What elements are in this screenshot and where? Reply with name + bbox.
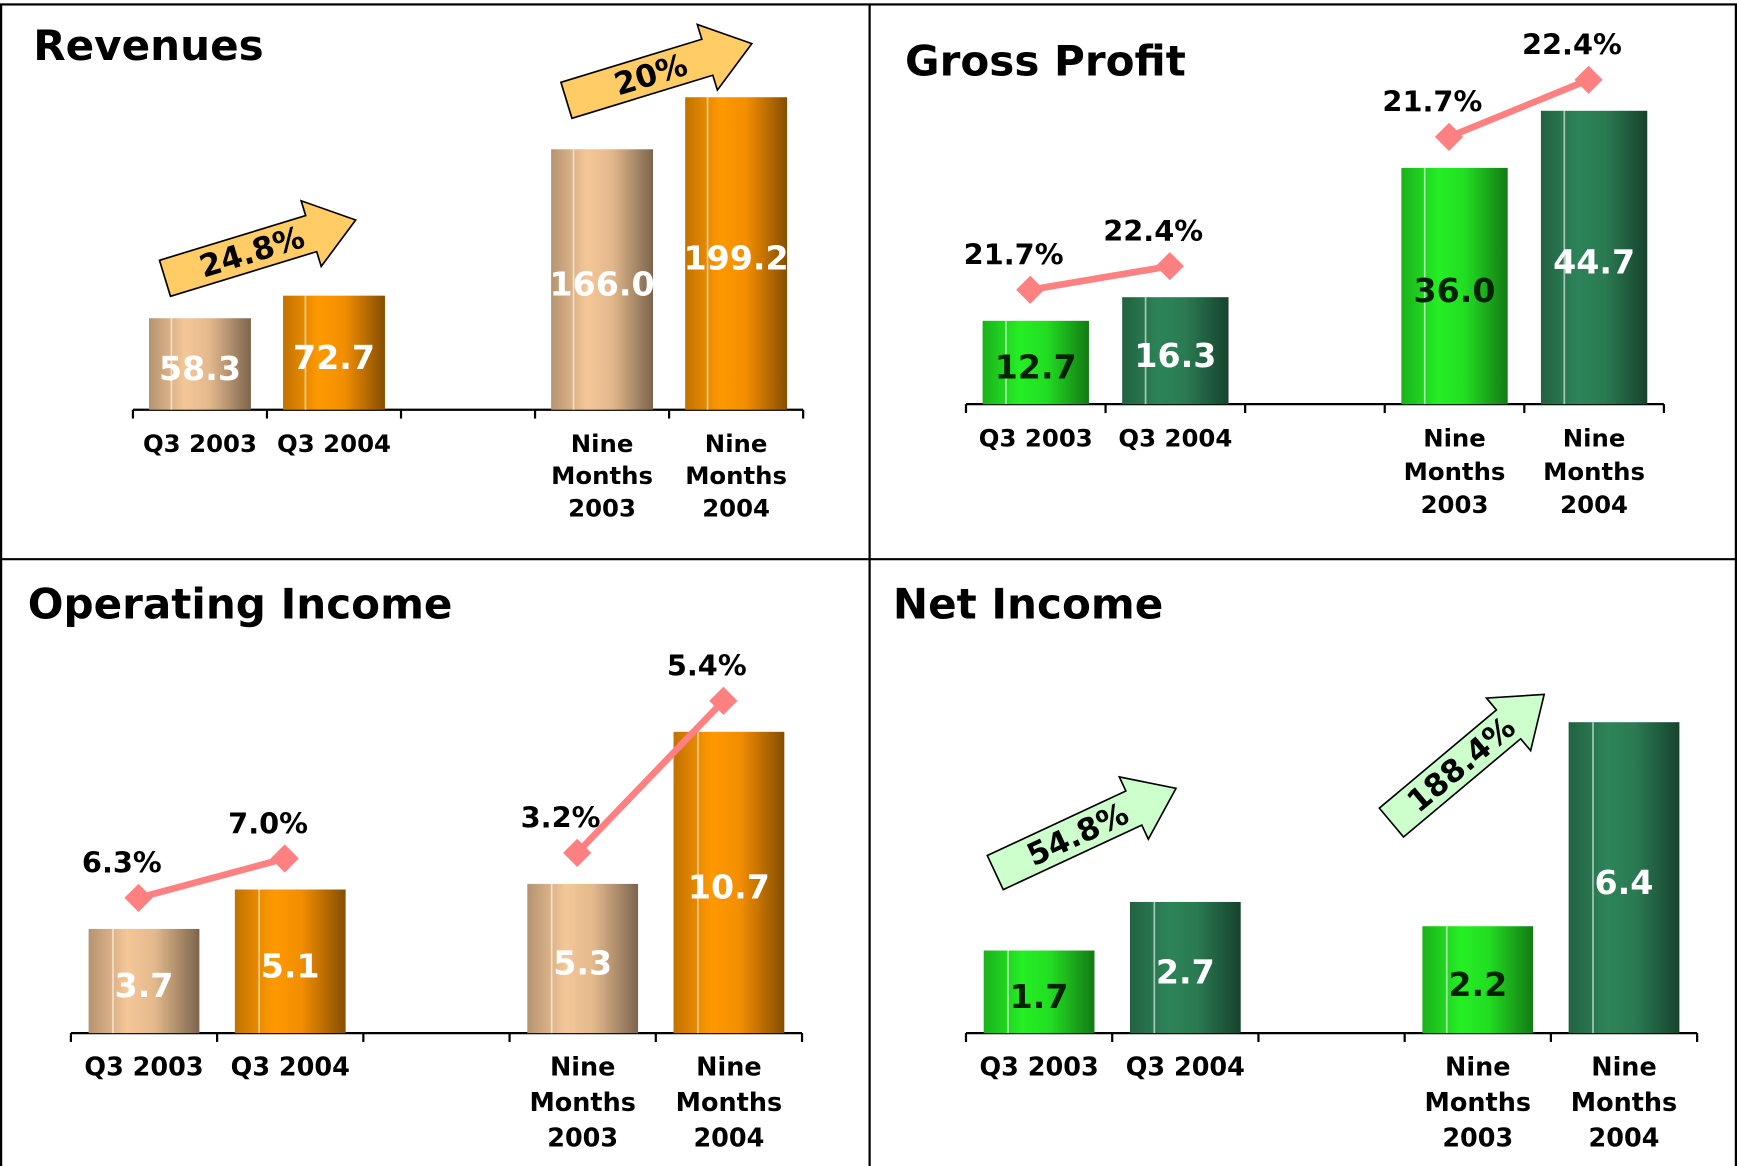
x-tick-label: Nine Months 2004 [1543,424,1645,519]
margin-marker [709,686,738,715]
x-tick-label: Nine Months 2004 [676,1053,782,1154]
margin-label: 22.4% [1522,28,1622,62]
chart-title: Net Income [893,579,1163,628]
margin-marker [1574,65,1603,94]
data-label: 44.7 [1553,243,1635,282]
x-tick-label: Q3 2004 [1118,424,1232,453]
data-label: 10.7 [688,868,770,907]
bar [1540,110,1648,405]
data-label: 6.4 [1595,863,1654,902]
margin-label: 3.2% [521,801,601,835]
data-label: 199.2 [684,239,789,278]
growth-arrow: 54.8% [986,775,1178,891]
margin-marker [1155,252,1184,281]
margin-label: 21.7% [964,238,1064,272]
data-label: 12.7 [995,348,1077,387]
growth-label: 24.8% [195,219,308,285]
data-label: 5.3 [553,944,612,983]
chart-title: Gross Profit [905,37,1186,86]
arrow-shape [158,199,358,298]
bar [527,883,639,1034]
margin-line [1029,262,1171,294]
data-label: 166.0 [550,265,655,304]
bar [982,320,1089,405]
margin-marker [1434,122,1464,151]
arrow-shape [986,775,1178,891]
margin-label: 7.0% [228,806,308,840]
data-label: 58.3 [159,349,241,388]
x-tick-label: Nine Months 2003 [1404,424,1506,519]
data-label: 36.0 [1414,271,1496,310]
margin-label: 5.4% [667,649,747,683]
x-tick-label: Q3 2003 [143,429,257,458]
data-label: 2.7 [1156,953,1215,992]
bar [1122,297,1229,405]
x-tick-label: Nine Months 2004 [685,429,787,522]
bar [234,889,346,1034]
data-label: 72.7 [293,338,375,377]
margin-marker [124,883,153,913]
margin-label: 21.7% [1382,85,1482,119]
bar [148,318,251,410]
growth-arrow: 24.8% [158,199,358,298]
bar [983,950,1095,1034]
x-tick-label: Q3 2003 [84,1053,203,1083]
bar [673,731,785,1034]
margin-marker [270,844,299,873]
x-tick-label: Nine Months 2003 [529,1053,635,1154]
bar [283,295,385,410]
margin-label: 22.4% [1103,214,1203,248]
margin-line [137,855,286,902]
bar [1568,722,1680,1034]
bar [551,149,654,410]
chart-title: Operating Income [28,579,453,628]
data-label: 2.2 [1448,965,1507,1004]
x-tick-label: Q3 2004 [231,1053,350,1083]
x-tick-label: Q3 2003 [979,424,1093,453]
margin-marker [1016,275,1045,304]
growth-label: 188.4% [1400,709,1522,820]
bar [685,97,788,410]
x-tick-label: Q3 2004 [277,429,391,458]
margin-line [574,698,726,856]
bar [1129,901,1241,1034]
chart-title: Revenues [33,21,263,70]
x-tick-label: Q3 2004 [1126,1053,1245,1083]
x-tick-label: Nine Months 2004 [1571,1053,1677,1154]
bar [1401,167,1508,405]
bar [1422,926,1534,1034]
margin-label: 6.3% [82,846,162,880]
growth-label: 54.8% [1022,796,1135,874]
x-tick-label: Q3 2003 [980,1053,1099,1083]
data-label: 16.3 [1134,336,1216,375]
margin-line [1447,76,1590,140]
x-tick-label: Nine Months 2003 [1425,1053,1531,1154]
growth-arrow: 188.4% [1378,693,1546,839]
bar [88,928,200,1034]
data-label: 5.1 [261,946,320,985]
arrow-shape [1378,693,1546,839]
data-label: 1.7 [1010,977,1069,1016]
data-label: 3.7 [115,966,174,1005]
x-tick-label: Nine Months 2003 [551,429,653,522]
arrow-shape [559,23,754,120]
